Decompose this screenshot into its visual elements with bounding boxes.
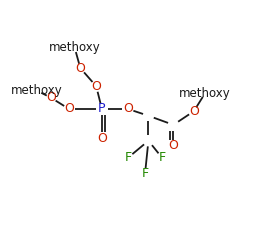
Text: O: O <box>97 132 107 145</box>
Text: O: O <box>123 102 133 116</box>
Text: methoxy: methoxy <box>49 41 101 54</box>
Text: O: O <box>76 62 85 75</box>
Text: P: P <box>98 102 106 116</box>
Text: O: O <box>46 91 56 104</box>
Text: O: O <box>189 105 199 118</box>
Text: F: F <box>158 151 166 164</box>
Text: O: O <box>91 80 101 93</box>
Text: F: F <box>142 167 148 180</box>
Text: O: O <box>64 102 74 116</box>
Text: F: F <box>124 151 132 164</box>
Text: methoxy: methoxy <box>179 86 231 100</box>
Text: methoxy: methoxy <box>11 84 63 97</box>
Text: O: O <box>168 139 178 152</box>
